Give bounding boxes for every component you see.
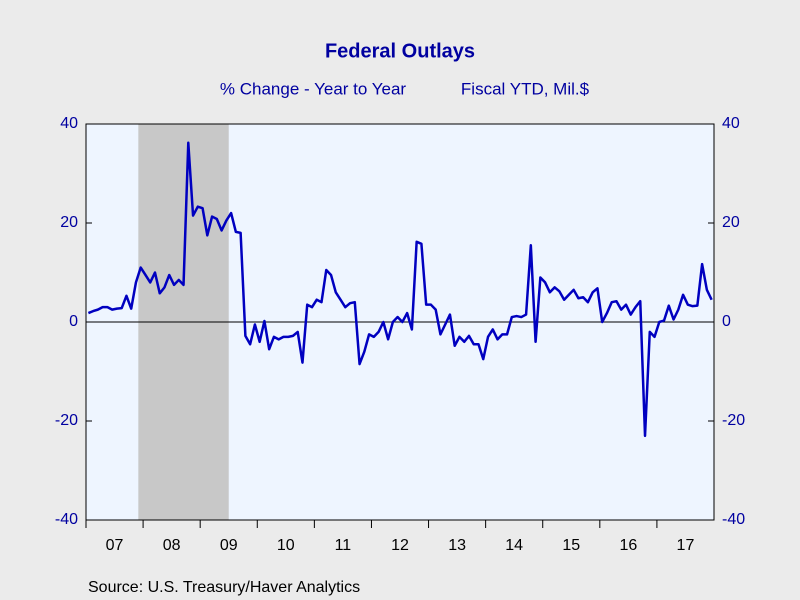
y2-tick-label: 0 — [722, 313, 731, 330]
units-label: Fiscal YTD, Mil.$ — [461, 79, 590, 98]
y-tick-label: 40 — [60, 115, 78, 132]
x-tick-label: 16 — [619, 537, 637, 554]
source: Source: U.S. Treasury/Haver Analytics — [88, 579, 360, 596]
y2-tick-label: -40 — [722, 511, 745, 528]
x-tick-label: 17 — [677, 537, 695, 554]
x-tick-label: 11 — [335, 537, 352, 554]
series-line — [87, 141, 713, 438]
y-tick-label: -40 — [55, 511, 78, 528]
y-tick-label: 20 — [60, 214, 78, 231]
chart-subtitle: % Change - Year to Year — [220, 79, 407, 98]
x-tick-label: 07 — [106, 537, 124, 554]
x-tick-label: 09 — [220, 537, 238, 554]
y-tick-label: -20 — [55, 412, 78, 429]
x-tick-label: 10 — [277, 537, 295, 554]
y2-tick-label: -20 — [722, 412, 745, 429]
y2-tick-label: 20 — [722, 214, 740, 231]
x-tick-label: 15 — [562, 537, 580, 554]
chart-title: Federal Outlays — [325, 40, 475, 62]
y2-tick-label: 40 — [722, 115, 740, 132]
x-tick-label: 13 — [448, 537, 466, 554]
x-tick-label: 08 — [163, 537, 181, 554]
y-tick-label: 0 — [69, 313, 78, 330]
x-tick-label: 14 — [505, 537, 523, 554]
plot-frame — [85, 123, 715, 521]
x-tick-label: 12 — [391, 537, 409, 554]
